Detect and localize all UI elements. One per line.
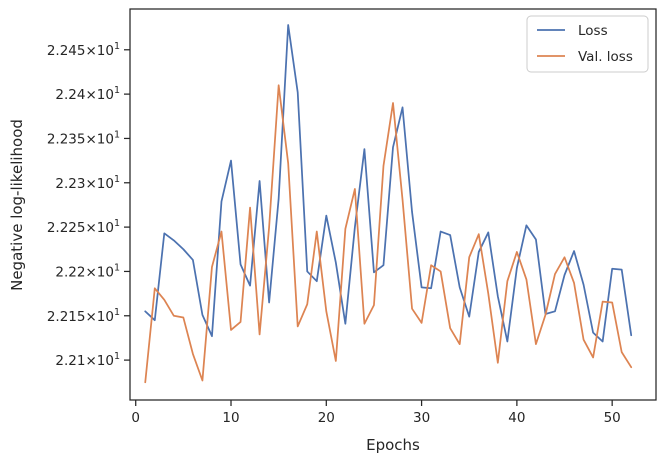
y-axis-label: Negative log-likelihood bbox=[8, 119, 26, 291]
x-axis-label: Epochs bbox=[366, 436, 420, 454]
series-layer bbox=[144, 24, 633, 384]
y-tick-label: 2.22×101 bbox=[55, 262, 120, 280]
x-tick-label: 10 bbox=[222, 410, 239, 426]
plot-area bbox=[144, 24, 633, 384]
x-tick-label: 50 bbox=[604, 410, 621, 426]
y-tick-label: 2.215×101 bbox=[47, 307, 120, 325]
y-tick-label: 2.235×101 bbox=[47, 129, 120, 147]
plot-frame bbox=[129, 8, 657, 401]
y-axis: 2.21×101 2.215×101 2.22×101 2.225×101 2.23×1… bbox=[47, 41, 130, 369]
x-axis: 0 10 20 30 40 50 bbox=[131, 400, 621, 426]
y-tick-label: 2.24×101 bbox=[55, 85, 120, 103]
x-tick-label: 0 bbox=[131, 410, 140, 426]
y-tick-label: 2.245×101 bbox=[47, 41, 120, 59]
x-tick-label: 40 bbox=[508, 410, 525, 426]
legend-label-val-loss: Val. loss bbox=[578, 49, 633, 65]
x-tick-label: 20 bbox=[318, 410, 335, 426]
series-line-loss bbox=[144, 24, 633, 343]
y-tick-label: 2.21×101 bbox=[55, 351, 120, 369]
y-tick-label: 2.23×101 bbox=[55, 174, 120, 192]
legend: Loss Val. loss bbox=[526, 15, 649, 73]
legend-label-loss: Loss bbox=[578, 23, 608, 39]
x-tick-label: 30 bbox=[413, 410, 430, 426]
series-line-val-loss bbox=[144, 84, 633, 384]
y-tick-label: 2.225×101 bbox=[47, 218, 120, 236]
